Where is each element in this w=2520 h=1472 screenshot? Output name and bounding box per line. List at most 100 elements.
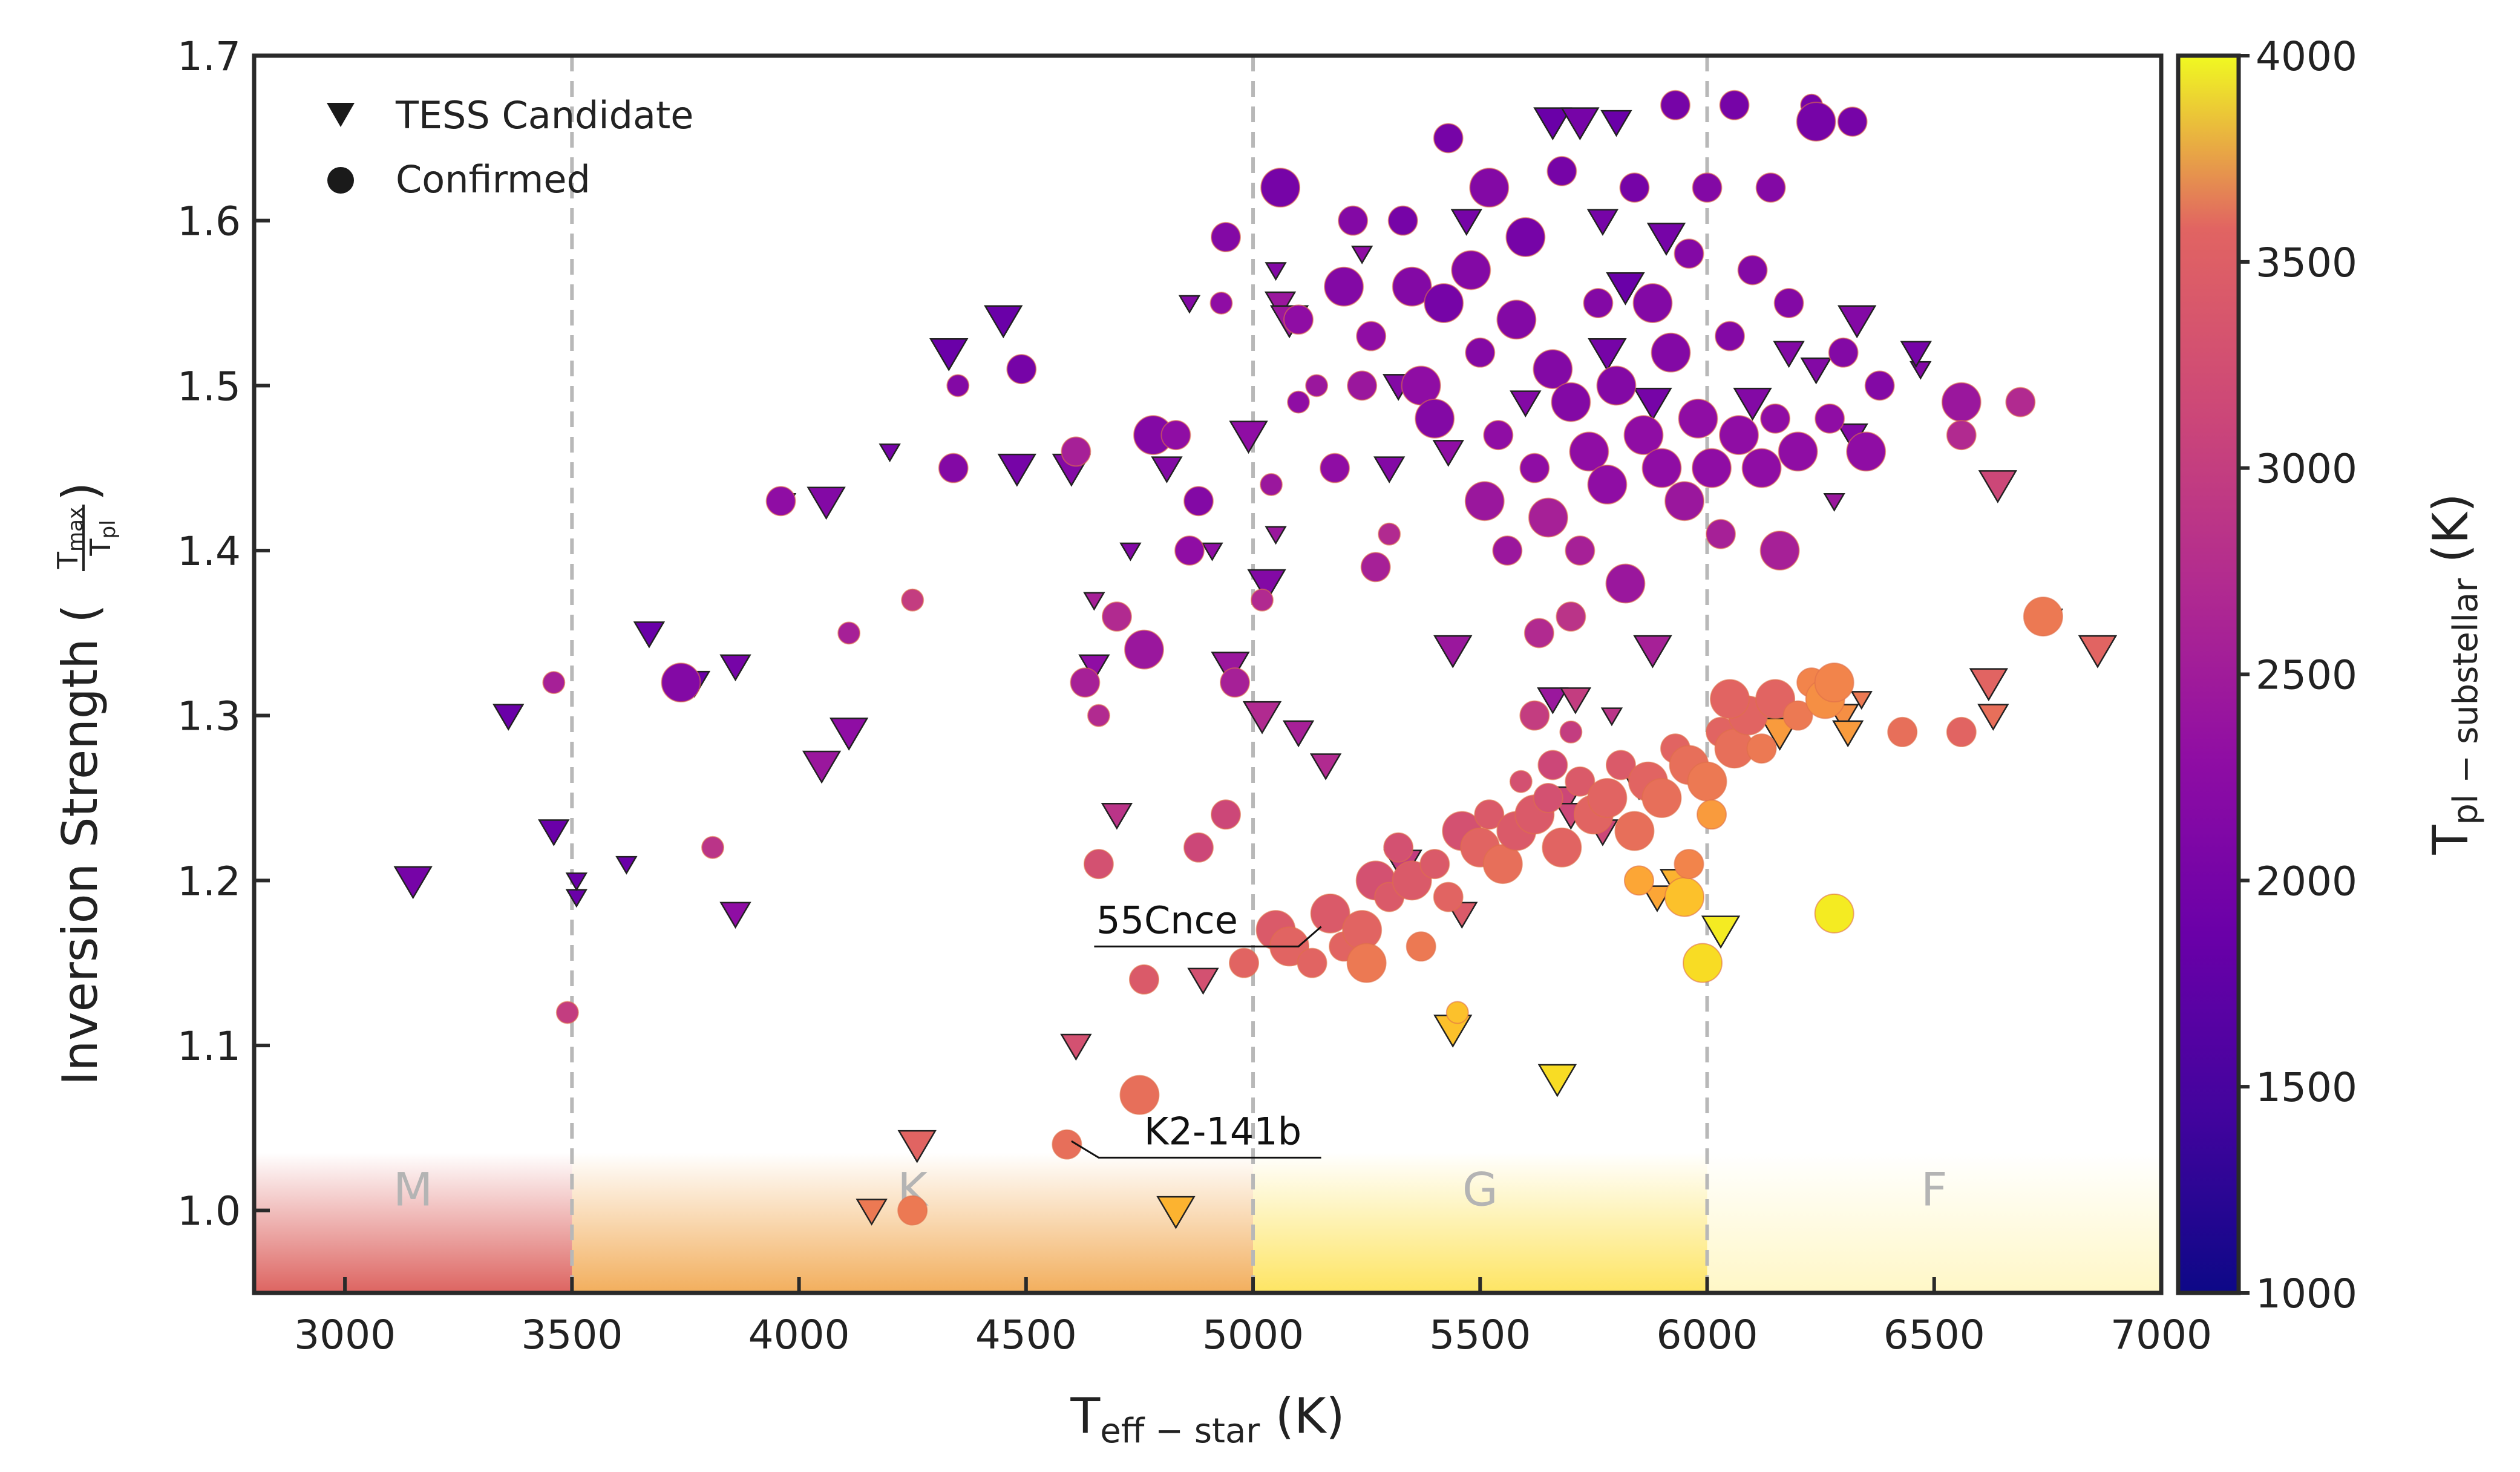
x-tick-label: 4000 <box>748 1312 850 1358</box>
colorbar-title: Tpl − substellar (K) <box>2423 493 2486 855</box>
confirmed-point <box>1496 299 1537 340</box>
tess-candidate-point <box>929 338 969 371</box>
confirmed-point <box>1519 700 1550 731</box>
y-axis-title-post: ) <box>52 482 108 501</box>
confirmed-point <box>1741 448 1782 488</box>
tess-candidate-point <box>1978 470 2018 503</box>
confirmed-point <box>1124 629 1164 670</box>
colorbar-tick-label: 4000 <box>2256 33 2357 80</box>
zone-band-g <box>1253 1153 1707 1293</box>
confirmed-point <box>1537 750 1568 780</box>
confirmed-point <box>1619 172 1650 203</box>
confirmed-point <box>1251 588 1274 612</box>
confirmed-point <box>1305 374 1329 397</box>
zone-label-f: F <box>1921 1162 1948 1216</box>
confirmed-point <box>1542 827 1582 868</box>
confirmed-point <box>661 662 701 703</box>
zone-band-f <box>1707 1153 2161 1293</box>
confirmed-point <box>1674 238 1704 269</box>
confirmed-point <box>701 836 724 859</box>
confirmed-point <box>1006 354 1037 385</box>
confirmed-point <box>1664 481 1704 522</box>
confirmed-point <box>1528 497 1568 538</box>
tess-candidate-point <box>633 621 666 649</box>
tess-candidate-point <box>2078 635 2118 669</box>
confirmed-point <box>1283 304 1314 335</box>
x-axis-title: Teff − star (K) <box>1070 1388 1344 1451</box>
confirmed-point <box>1678 398 1718 439</box>
tess-candidate-point <box>1633 635 1672 669</box>
confirmed-point <box>1864 370 1895 401</box>
confirmed-point <box>1474 799 1505 830</box>
tess-candidate-point <box>1373 456 1406 483</box>
confirmed-point <box>1759 531 1800 571</box>
tess-candidate-point <box>984 305 1023 339</box>
x-tick-label: 7000 <box>2110 1312 2212 1358</box>
confirmed-point <box>555 1001 579 1024</box>
tess-candidate-point <box>879 443 901 463</box>
confirmed-point <box>1755 172 1786 203</box>
colorbar-gradient <box>2176 53 2241 1295</box>
confirmed-point <box>1519 453 1550 483</box>
confirmed-point <box>1260 473 1283 496</box>
svg-text:Tpl − substellar (K): Tpl − substellar (K) <box>2423 493 2486 855</box>
y-tick-label: 1.3 <box>177 693 241 740</box>
confirmed-point <box>1160 420 1191 451</box>
tess-candidate-point <box>1537 1064 1577 1097</box>
confirmed-point <box>1338 205 1369 236</box>
confirmed-point <box>1946 716 1977 747</box>
zone-label-g: G <box>1462 1162 1498 1216</box>
confirmed-point <box>1211 221 1242 252</box>
tess-candidate-point <box>1773 341 1805 368</box>
confirmed-point <box>1347 370 1378 401</box>
colorbar-tick-label: 3500 <box>2256 240 2357 286</box>
confirmed-point <box>1378 522 1401 546</box>
confirmed-point <box>1533 783 1563 813</box>
tess-candidate-point <box>1101 803 1133 830</box>
confirmed-point <box>1719 415 1759 456</box>
confirmed-point <box>1383 832 1414 863</box>
confirmed-point <box>1814 893 1854 934</box>
confirmed-point <box>1641 448 1682 488</box>
tess-candidate-point <box>565 889 588 908</box>
legend-circle-marker <box>327 167 354 194</box>
confirmed-point <box>1419 849 1450 880</box>
tess-candidate-point <box>1265 526 1287 545</box>
confirmed-point <box>1260 168 1301 208</box>
tess-candidate-point <box>1537 687 1569 715</box>
confirmed-point <box>1605 750 1636 780</box>
tess-candidate-point <box>538 819 570 846</box>
confirmed-point <box>1596 365 1637 406</box>
tess-candidate-point <box>1083 592 1105 611</box>
confirmed-point <box>1324 266 1364 307</box>
plot-frame <box>252 53 2164 1295</box>
y-tick-label: 1.2 <box>177 858 241 904</box>
tess-candidate-point <box>1586 209 1619 236</box>
confirmed-point <box>1796 102 1836 142</box>
y-axis-title: Inversion Strength ( Tmax Tpl ) <box>51 482 120 1085</box>
x-tick-label: 3000 <box>294 1312 396 1358</box>
tess-candidate-point <box>1432 440 1464 467</box>
confirmed-point <box>1746 733 1777 764</box>
x-tick-label: 4500 <box>975 1312 1077 1358</box>
confirmed-point <box>1119 1075 1160 1115</box>
colorbar-title-main: T <box>2423 825 2479 855</box>
y-tick-label: 1.5 <box>177 363 241 410</box>
y-tick-label: 1.7 <box>177 33 241 80</box>
confirmed-point <box>901 588 925 612</box>
confirmed-point <box>1687 761 1727 802</box>
confirmed-point <box>1565 535 1595 566</box>
legend: TESS Candidate Confirmed <box>327 93 693 201</box>
confirmed-point <box>1101 601 1132 632</box>
tess-candidate-point <box>1600 110 1632 137</box>
confirmed-point <box>1719 90 1750 120</box>
colorbar-tick-label: 1500 <box>2256 1064 2357 1111</box>
confirmed-point <box>1451 250 1491 290</box>
confirmed-point <box>1760 403 1791 434</box>
tess-candidate-point <box>1823 492 1845 512</box>
confirmed-point <box>1433 882 1464 912</box>
x-tick-label: 5000 <box>1202 1312 1304 1358</box>
colorbar-title-unit: (K) <box>2423 493 2479 578</box>
tess-candidate-point <box>897 1130 937 1163</box>
x-tick-label: 6000 <box>1657 1312 1758 1358</box>
